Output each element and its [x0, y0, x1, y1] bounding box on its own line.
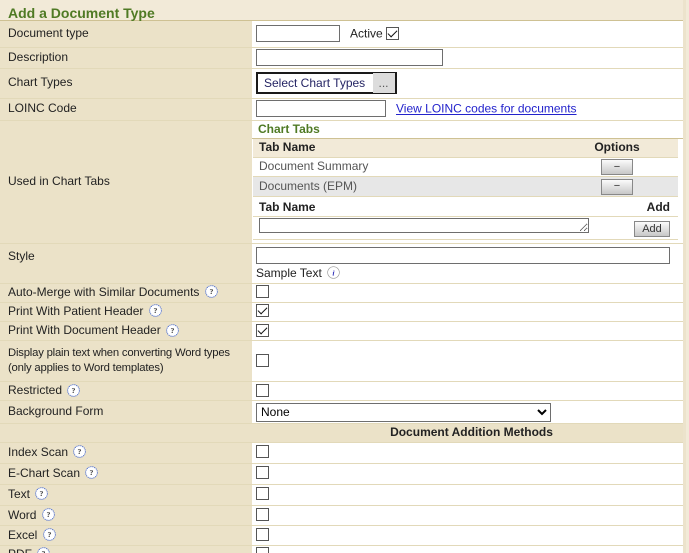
svg-text:?: ?	[90, 468, 94, 477]
svg-text:?: ?	[47, 530, 51, 539]
svg-text:?: ?	[171, 326, 175, 335]
svg-text:?: ?	[72, 386, 76, 395]
svg-text:?: ?	[209, 287, 213, 296]
svg-text:?: ?	[46, 510, 50, 519]
svg-text:?: ?	[40, 489, 44, 498]
svg-text:?: ?	[78, 447, 82, 456]
svg-text:?: ?	[153, 307, 157, 316]
svg-text:?: ?	[42, 549, 46, 553]
